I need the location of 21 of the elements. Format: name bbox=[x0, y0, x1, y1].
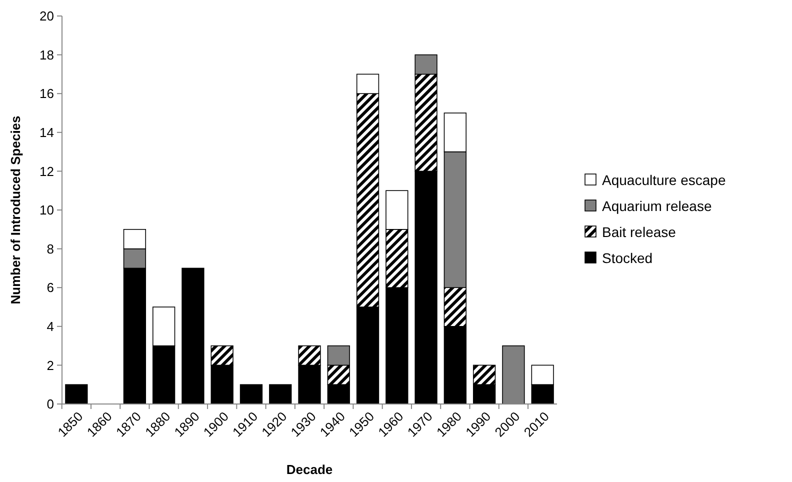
y-tick-label: 14 bbox=[40, 124, 54, 140]
bar bbox=[240, 384, 263, 404]
bar bbox=[269, 384, 292, 404]
legend-label: Bait release bbox=[602, 224, 676, 240]
y-tick-label: 0 bbox=[46, 396, 54, 412]
y-tick-label: 10 bbox=[40, 202, 54, 218]
legend-label: Aquarium release bbox=[602, 198, 712, 214]
y-tick-label: 8 bbox=[46, 241, 54, 256]
y-tick-label: 12 bbox=[40, 164, 54, 179]
y-tick-label: 6 bbox=[46, 280, 54, 296]
legend-label: Stocked bbox=[602, 250, 653, 266]
bar bbox=[65, 384, 88, 404]
bar bbox=[182, 268, 204, 404]
x-axis-title: Decade bbox=[286, 462, 333, 477]
y-tick-label: 16 bbox=[40, 86, 54, 102]
y-axis-title: Number of Introduced Species bbox=[8, 116, 23, 304]
y-tick-label: 18 bbox=[40, 47, 54, 62]
legend-label: Aquaculture escape bbox=[602, 172, 726, 188]
y-tick-label: 2 bbox=[46, 358, 54, 373]
y-tick-label: 20 bbox=[40, 8, 54, 24]
y-tick-label: 4 bbox=[46, 318, 54, 334]
